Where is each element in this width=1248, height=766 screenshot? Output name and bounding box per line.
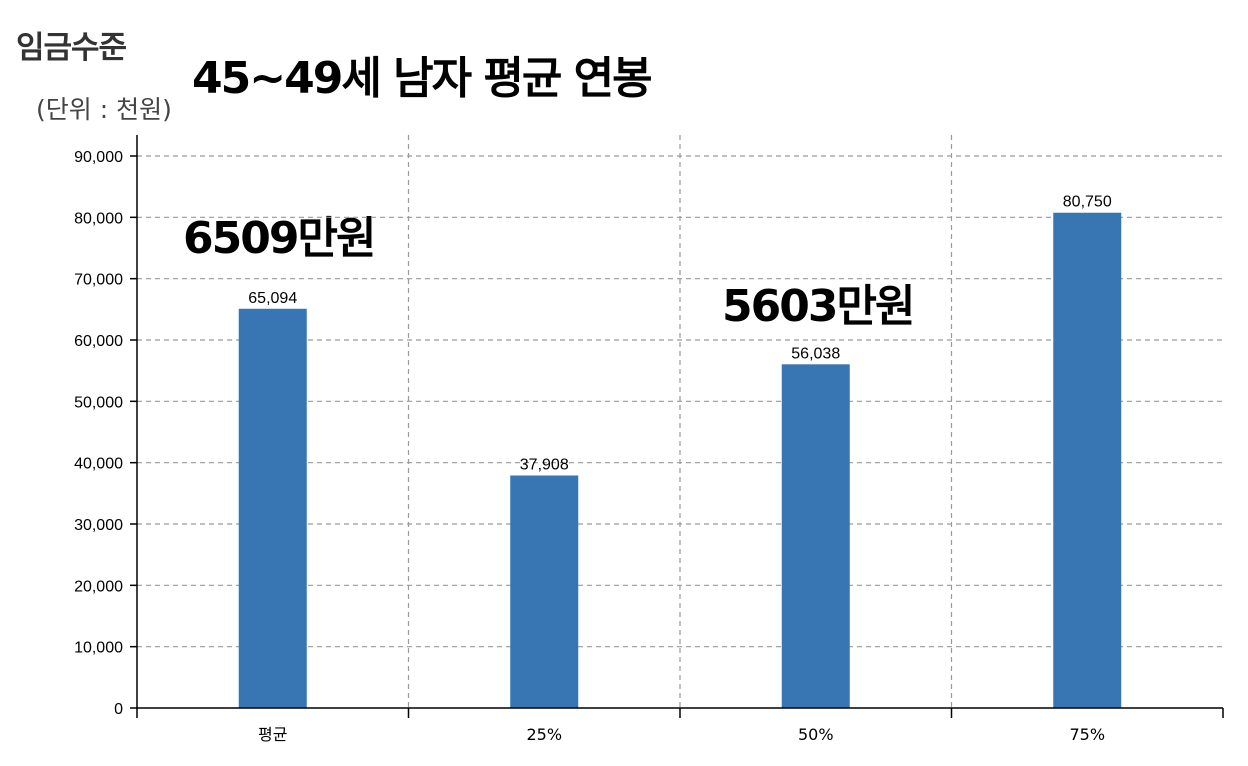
data-label: 80,750 [1063, 194, 1112, 211]
y-tick-label: 20,000 [74, 578, 123, 595]
chart-title: 45~49세 남자 평균 연봉 [192, 53, 653, 104]
unit-label: (단위 : 천원) [36, 95, 172, 124]
data-label: 37,908 [520, 456, 569, 473]
bar [1053, 212, 1122, 708]
data-label: 56,038 [791, 345, 840, 362]
y-tick-label: 90,000 [74, 149, 123, 166]
bar [781, 364, 850, 708]
bar [238, 308, 307, 708]
y-tick-label: 30,000 [74, 517, 123, 534]
data-label: 65,094 [248, 290, 297, 307]
bar [510, 475, 579, 708]
x-tick-label: 50% [798, 725, 834, 744]
y-tick-label: 0 [114, 701, 123, 718]
y-tick-label: 40,000 [74, 456, 123, 473]
x-tick-label: 75% [1069, 725, 1105, 744]
y-axis-title: 임금수준 [16, 30, 127, 66]
y-tick-label: 60,000 [74, 333, 123, 350]
annotation-median: 5603만원 [722, 281, 915, 332]
y-tick-label: 80,000 [74, 210, 123, 227]
y-tick-label: 50,000 [74, 394, 123, 411]
annotation-average: 6509만원 [183, 213, 376, 264]
y-tick-label: 10,000 [74, 640, 123, 657]
x-tick-label: 평균 [258, 725, 287, 744]
y-tick-label: 70,000 [74, 272, 123, 289]
x-tick-label: 25% [526, 725, 562, 744]
